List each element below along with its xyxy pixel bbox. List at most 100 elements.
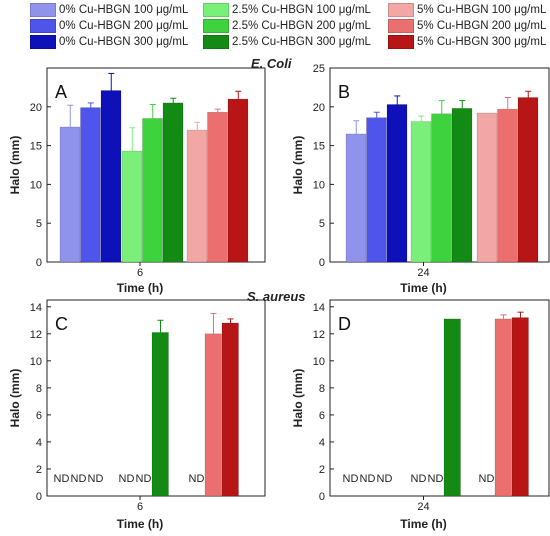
legend-entry: 0% Cu-HBGN 300 μg/mL bbox=[30, 35, 188, 49]
bar bbox=[431, 113, 452, 263]
legend-entry: 5% Cu-HBGN 100 μg/mL bbox=[388, 3, 546, 17]
y-tick-label: 6 bbox=[36, 410, 42, 422]
legend-swatch bbox=[203, 3, 229, 17]
y-tick-label: 4 bbox=[36, 437, 42, 449]
legend-swatch bbox=[203, 35, 229, 49]
y-axis-label: Halo (mm) bbox=[8, 369, 22, 428]
legend-entry: 2.5% Cu-HBGN 200 μg/mL bbox=[203, 19, 371, 33]
bar bbox=[59, 126, 81, 263]
y-tick-label: 0 bbox=[319, 257, 325, 269]
y-tick-label: 2 bbox=[319, 464, 325, 476]
panel-a: 0 5 10 15 20 6 Time (h) Halo (mm) A bbox=[8, 67, 266, 295]
legend-entry: 5% Cu-HBGN 200 μg/mL bbox=[388, 19, 546, 33]
bar bbox=[162, 102, 184, 263]
bar-label: ND bbox=[71, 473, 87, 485]
y-axis-label: Halo (mm) bbox=[8, 136, 22, 195]
legend-label: 0% Cu-HBGN 100 μg/mL bbox=[59, 4, 189, 16]
bar bbox=[207, 111, 228, 263]
y-axis-label: Halo (mm) bbox=[291, 369, 305, 428]
bar bbox=[221, 322, 239, 497]
bar-label: ND bbox=[479, 473, 495, 485]
bar bbox=[410, 121, 432, 263]
bar-label: ND bbox=[411, 473, 427, 485]
bar bbox=[443, 318, 461, 497]
bar bbox=[494, 318, 512, 497]
bar bbox=[121, 150, 143, 263]
bar-label: ND bbox=[360, 473, 376, 485]
bar-label: ND bbox=[189, 473, 205, 485]
x-axis-label: Time (h) bbox=[400, 517, 446, 531]
bar bbox=[511, 317, 529, 497]
y-tick-label: 10 bbox=[30, 179, 42, 191]
legend-label: 0% Cu-HBGN 200 μg/mL bbox=[59, 20, 189, 32]
y-tick-label: 14 bbox=[30, 302, 42, 314]
legend-swatch bbox=[30, 19, 56, 33]
chart-legend: 0% Cu-HBGN 100 μg/mL 0% Cu-HBGN 200 μg/mL… bbox=[0, 0, 550, 54]
legend-swatch bbox=[388, 35, 414, 49]
bar bbox=[227, 98, 249, 263]
y-tick-label: 10 bbox=[313, 356, 325, 368]
y-axis-label: Halo (mm) bbox=[291, 136, 305, 195]
y-tick-label: 14 bbox=[313, 302, 325, 314]
bar bbox=[100, 90, 122, 263]
y-tick-label: 10 bbox=[30, 356, 42, 368]
y-tick-label: 4 bbox=[319, 437, 325, 449]
y-tick-label: 25 bbox=[313, 63, 325, 75]
legend-entry: 0% Cu-HBGN 100 μg/mL bbox=[30, 3, 188, 17]
bar bbox=[80, 107, 101, 263]
y-tick-label: 20 bbox=[313, 102, 325, 114]
panel-letter: C bbox=[55, 314, 68, 334]
panel-b: 0 5 10 15 20 25 24 Time (h) Halo (mm) B bbox=[291, 63, 550, 295]
section-title-ecoli: E. Coli bbox=[251, 56, 292, 71]
bar-label: ND bbox=[88, 473, 104, 485]
x-axis-label: Time (h) bbox=[400, 281, 446, 295]
y-tick-label: 2 bbox=[36, 464, 42, 476]
y-tick-label: 0 bbox=[319, 491, 325, 503]
legend-swatch bbox=[30, 3, 56, 17]
x-axis-label: Time (h) bbox=[117, 517, 163, 531]
legend-swatch bbox=[388, 3, 414, 17]
y-tick-label: 0 bbox=[36, 257, 42, 269]
y-tick-label: 10 bbox=[313, 179, 325, 191]
bar-label: ND bbox=[428, 473, 444, 485]
bar bbox=[386, 104, 408, 263]
y-tick-label: 5 bbox=[36, 218, 42, 230]
legend-entry: 2.5% Cu-HBGN 100 μg/mL bbox=[203, 3, 371, 17]
y-tick-label: 12 bbox=[313, 329, 325, 341]
legend-swatch bbox=[203, 19, 229, 33]
y-tick-label: 8 bbox=[319, 383, 325, 395]
bar bbox=[451, 108, 473, 263]
legend-label: 2.5% Cu-HBGN 200 μg/mL bbox=[232, 20, 371, 32]
bar-label: ND bbox=[377, 473, 393, 485]
y-tick-label: 5 bbox=[319, 218, 325, 230]
legend-entry: 0% Cu-HBGN 200 μg/mL bbox=[30, 19, 188, 33]
y-tick-label: 12 bbox=[30, 329, 42, 341]
panel-letter: A bbox=[55, 82, 67, 102]
y-tick-label: 8 bbox=[36, 383, 42, 395]
y-tick-label: 0 bbox=[36, 491, 42, 503]
legend-entry: 2.5% Cu-HBGN 300 μg/mL bbox=[203, 35, 371, 49]
y-tick-label: 15 bbox=[313, 141, 325, 153]
legend-label: 2.5% Cu-HBGN 100 μg/mL bbox=[232, 4, 371, 16]
bar bbox=[366, 117, 387, 263]
bar bbox=[204, 333, 222, 497]
x-tick-label: 6 bbox=[137, 501, 143, 513]
y-tick-label: 20 bbox=[30, 102, 42, 114]
bar bbox=[151, 332, 169, 497]
bar-label: ND bbox=[119, 473, 135, 485]
bar-label: ND bbox=[343, 473, 359, 485]
bar bbox=[476, 112, 498, 263]
x-tick-label: 24 bbox=[417, 501, 429, 513]
y-tick-label: 15 bbox=[30, 141, 42, 153]
legend-entry: 5% Cu-HBGN 300 μg/mL bbox=[388, 35, 546, 49]
x-axis-label: Time (h) bbox=[117, 281, 163, 295]
x-tick-label: 6 bbox=[137, 267, 143, 279]
legend-label: 5% Cu-HBGN 200 μg/mL bbox=[417, 20, 547, 32]
plot-frame bbox=[329, 299, 550, 497]
legend-label: 5% Cu-HBGN 300 μg/mL bbox=[417, 36, 547, 48]
bar-label: ND bbox=[54, 473, 70, 485]
bar bbox=[142, 118, 163, 263]
